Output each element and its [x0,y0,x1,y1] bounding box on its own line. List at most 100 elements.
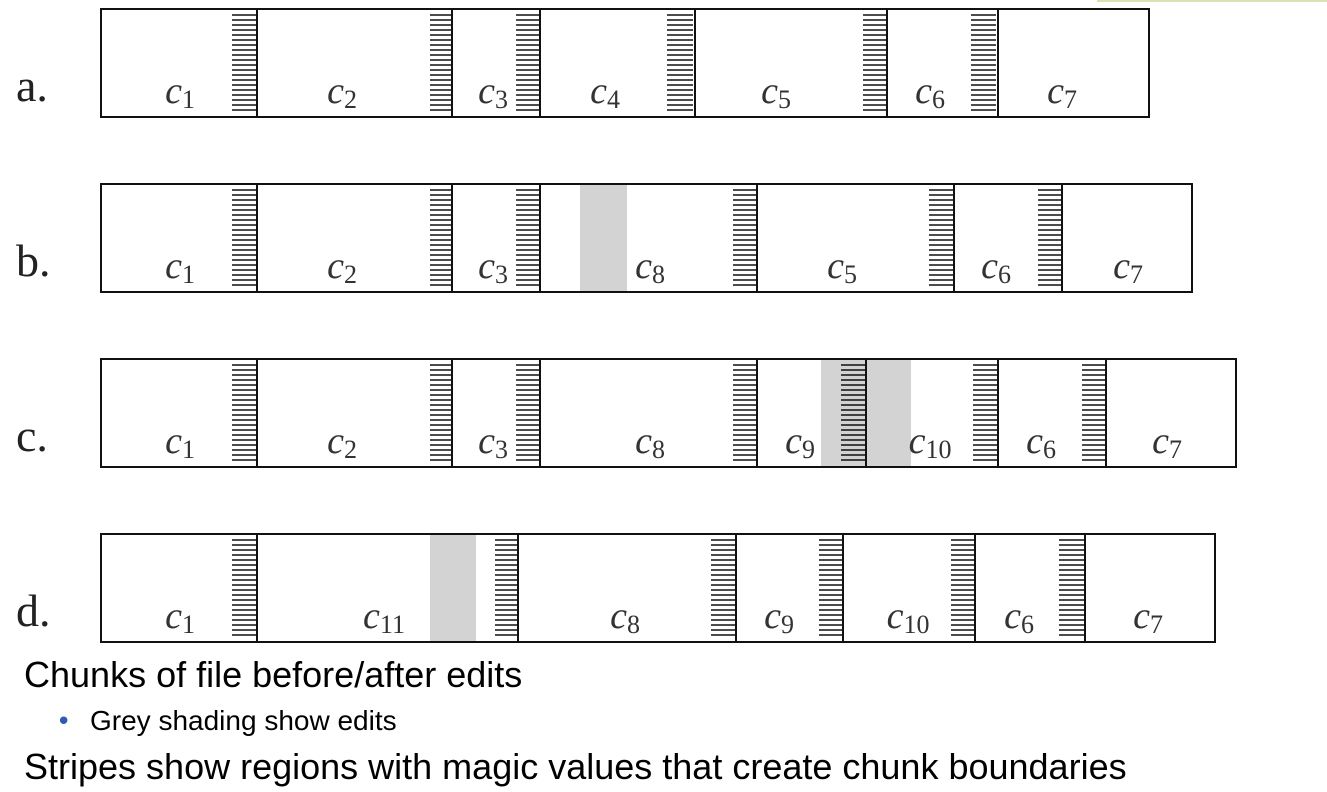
chunk-subscript: 11 [380,610,405,639]
stripe-region [929,189,954,286]
chunk-label: c1 [165,595,195,639]
chunk-label: c2 [327,70,357,114]
stripe-region [232,364,256,461]
chunk-label: c1 [165,70,195,114]
chunk-subscript: 7 [1169,435,1182,464]
chunk-name: c [785,420,802,462]
chunk-label: c1 [165,245,195,289]
stripe-region [841,364,867,461]
chunk-subscript: 8 [627,610,640,639]
chunk-subscript: 10 [903,610,929,639]
chunk-subscript: 2 [344,435,357,464]
chunk-subscript: 8 [652,260,665,289]
stripe-region [495,539,518,636]
stripe-region [863,14,887,111]
chunk-label: c10 [909,420,952,464]
stripe-region [1038,189,1062,286]
caption-grey-shading: Grey shading show edits [90,705,397,736]
stripe-region [711,539,736,636]
chunk-name: c [1152,420,1169,462]
chunk-name: c [363,595,380,637]
caption-stripes: Stripes show regions with magic values t… [24,746,1127,787]
chunk-name: c [165,70,182,112]
chunk-subscript: 7 [1150,610,1163,639]
chunk-name: c [635,245,652,287]
stripe-region [951,539,975,636]
chunk-subscript: 6 [1021,610,1034,639]
chunk-subscript: 3 [495,435,508,464]
chunk-name: c [915,70,932,112]
stripe-region [430,14,452,111]
chunk-subscript: 7 [1130,260,1143,289]
chunk-subscript: 1 [182,435,195,464]
file-box [100,183,1193,293]
chunk-name: c [981,245,998,287]
chunk-name: c [1113,245,1130,287]
chunk-subscript: 3 [495,85,508,114]
row-4: d. c1 c11 c8 c9 c10 c6 c7 [16,533,1216,643]
chunk-label: c2 [327,245,357,289]
chunk-name: c [327,70,344,112]
chunk-label: c1 [165,420,195,464]
chunk-label: c2 [327,420,357,464]
chunk-label: c7 [1113,245,1143,289]
stripe-region [1059,539,1085,636]
edit-shading [430,534,476,642]
stripe-region [819,539,843,636]
chunk-subscript: 5 [844,260,857,289]
chunk-label: c8 [635,245,665,289]
row-1: a. c1 c2 c3 c4 c5 c6 c7 [16,8,1150,118]
chunk-name: c [761,70,778,112]
chunk-label: c8 [610,595,640,639]
chunk-label: c9 [785,420,815,464]
chunk-name: c [1026,420,1043,462]
stripe-region [973,364,998,461]
chunk-name: c [165,595,182,637]
chunk-name: c [327,245,344,287]
chunk-subscript: 8 [652,435,665,464]
chunk-name: c [165,420,182,462]
row-label: c. [16,410,48,461]
chunk-label: c3 [478,420,508,464]
chunk-label: c6 [1004,595,1034,639]
stripe-region [971,14,996,111]
edit-shading [580,184,627,292]
chunk-name: c [1047,70,1064,112]
chunk-subscript: 1 [182,260,195,289]
caption-chunks: Chunks of file before/after edits [24,654,523,695]
chunk-name: c [327,420,344,462]
chunk-subscript: 3 [495,260,508,289]
row-3: c. c1 c2 c3 c8 c9 c10 c6 c7 [16,358,1237,468]
chunk-name: c [165,245,182,287]
chunk-subscript: 9 [802,435,815,464]
chunk-subscript: 2 [344,85,357,114]
stripe-region [733,189,757,286]
chunk-label: c8 [635,420,665,464]
chunk-label: c7 [1152,420,1182,464]
bullet-icon: • [56,707,72,737]
chunk-subscript: 1 [182,85,195,114]
chunk-label: c6 [1026,420,1056,464]
corner-mark [1097,0,1327,2]
chunking-diagram: a. c1 c2 c3 c4 c5 c6 c7b. c1 c2 c3 c8 c5 c6 c7c. c1 c2 c3… [16,8,1237,643]
file-box [100,533,1216,643]
chunk-label: c7 [1133,595,1163,639]
chunk-label: c9 [764,595,794,639]
chunk-label: c5 [761,70,791,114]
chunk-name: c [478,70,495,112]
stripe-region [232,189,256,286]
chunk-label: c11 [363,595,405,639]
chunk-name: c [610,595,627,637]
chunk-name: c [827,245,844,287]
stripe-region [430,364,452,461]
chunk-subscript: 4 [607,85,620,114]
chunk-label: c3 [478,245,508,289]
chunk-label: c7 [1047,70,1077,114]
chunk-subscript: 6 [998,260,1011,289]
stripe-region [516,14,540,111]
chunk-name: c [764,595,781,637]
chunk-subscript: 2 [344,260,357,289]
chunk-label: c5 [827,245,857,289]
stripe-region [516,189,540,286]
chunk-label: c10 [887,595,930,639]
